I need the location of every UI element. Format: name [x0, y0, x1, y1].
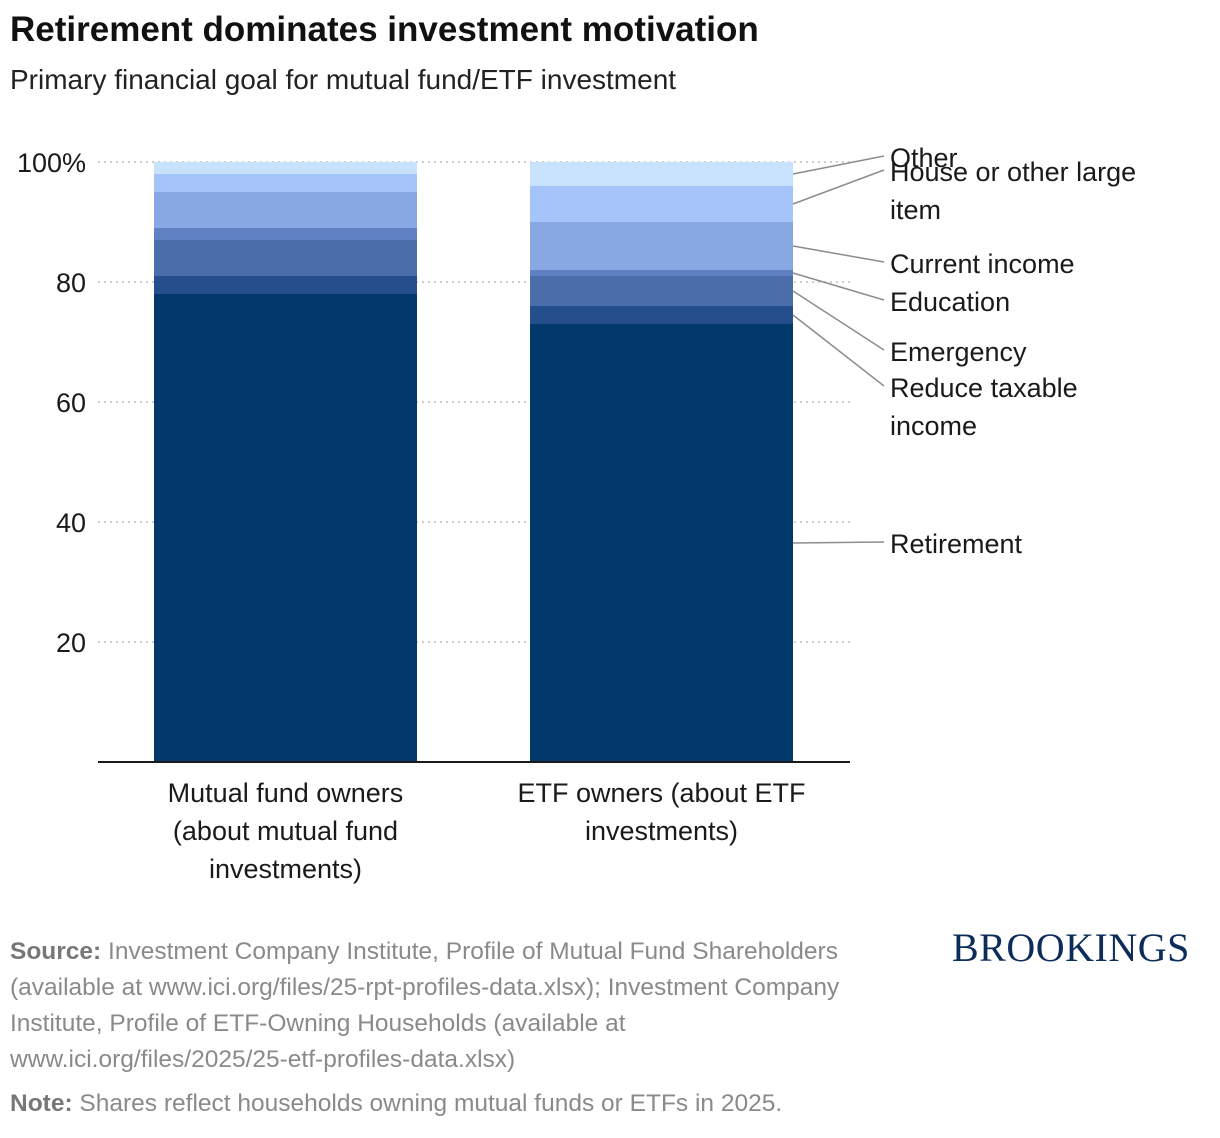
legend-leader-line — [792, 290, 885, 351]
footnote: Note: Shares reflect households owning m… — [10, 1090, 782, 1118]
note-text: Shares reflect households owning mutual … — [79, 1090, 783, 1117]
stacked-bar-chart: 20 40 60 80 100% Mutual fund owners (about mut… — [17, 143, 1136, 884]
legend-label: Retirement — [890, 529, 1023, 559]
bar-segment — [154, 162, 417, 174]
legend-label: House or other large item — [890, 157, 1136, 225]
bar-segment — [530, 186, 793, 222]
source-text: Investment Company Institute, Profile of… — [10, 938, 840, 1073]
legend-leader-line — [792, 169, 885, 205]
bar-segment — [154, 240, 417, 276]
legend-leader-line — [792, 245, 885, 263]
bar-segment — [530, 162, 793, 186]
y-tick-label: 60 — [56, 388, 86, 418]
x-category-label: ETF owners (about ETF investments) — [517, 778, 805, 846]
legend-label: Reduce taxable income — [890, 373, 1078, 441]
bar-segment — [530, 270, 793, 276]
bar-segment — [530, 324, 793, 762]
bar-segment — [530, 306, 793, 324]
legend-leader-line — [792, 314, 885, 387]
y-tick-label: 20 — [56, 628, 86, 658]
x-category-label: Mutual fund owners (about mutual fund inve… — [168, 778, 404, 884]
brookings-logo: BROOKINGS — [952, 925, 1190, 970]
legend-label: Other — [890, 143, 958, 173]
bar-segment — [154, 276, 417, 294]
chart-subtitle: Primary financial goal for mutual fund/E… — [10, 64, 677, 95]
source-label: Source: — [10, 938, 102, 965]
legend-leader-line — [792, 155, 885, 175]
legend-label: Emergency — [890, 337, 1027, 367]
chart-title: Retirement dominates investment motivati… — [10, 10, 759, 49]
y-tick-label: 80 — [56, 268, 86, 298]
y-tick-label: 100% — [17, 148, 86, 178]
bar-segment — [154, 294, 417, 762]
legend-label: Education — [890, 287, 1010, 317]
note-label: Note: — [10, 1090, 73, 1117]
bar-segment — [530, 222, 793, 270]
legend-leader-line — [792, 541, 885, 544]
y-tick-label: 40 — [56, 508, 86, 538]
legend-label: Current income — [890, 249, 1075, 279]
legend-leader-line — [792, 272, 885, 301]
source-note: Source: Investment Company Institute, Pr… — [10, 934, 910, 1078]
bar-segment — [530, 276, 793, 306]
bar-segment — [154, 174, 417, 192]
bar-segment — [154, 228, 417, 240]
bar-segment — [154, 192, 417, 228]
